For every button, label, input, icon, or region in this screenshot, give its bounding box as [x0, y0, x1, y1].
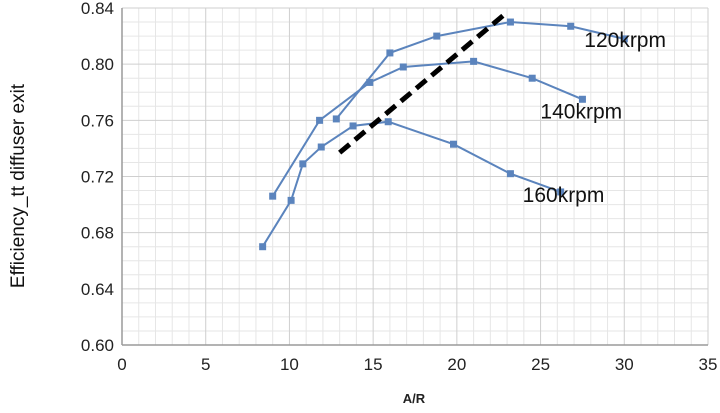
data-point [384, 118, 392, 126]
data-point [450, 140, 458, 148]
series-label-160krpm: 160krpm [523, 184, 605, 207]
y-tick-label: 0.68 [81, 224, 114, 243]
x-tick-label: 5 [201, 355, 210, 374]
y-tick-label: 0.80 [81, 55, 114, 74]
grid-lines [122, 7, 709, 345]
data-point [557, 188, 565, 196]
x-tick-label: 15 [364, 355, 383, 374]
y-axis-label: Efficiency_tt diffuser exit [8, 83, 29, 288]
data-point [332, 115, 340, 123]
series-layer [259, 18, 628, 251]
y-tick-label: 0.64 [81, 280, 114, 299]
data-point [567, 22, 575, 30]
series-label-140krpm: 140krpm [540, 100, 622, 123]
axes [121, 8, 708, 346]
data-point [506, 170, 514, 178]
x-tick-label: 25 [531, 355, 550, 374]
data-point [287, 196, 295, 204]
x-tick-label: 0 [117, 355, 126, 374]
x-axis-label: A/R [403, 391, 426, 406]
x-tick-label: 20 [447, 355, 466, 374]
data-point [578, 95, 586, 103]
x-tick-label: 30 [615, 355, 634, 374]
data-point [317, 143, 325, 151]
data-point [470, 57, 478, 65]
labels-layer: 0 5 10 15 20 25 30 35 0.60 0.64 0.68 0.72 0.76 0.80 0.… [81, 0, 718, 374]
x-tick-label: 10 [280, 355, 299, 374]
data-point [433, 32, 441, 40]
data-point [506, 18, 514, 26]
data-point [299, 160, 307, 168]
y-tick-label: 0.60 [81, 336, 114, 355]
trend-layer [338, 10, 509, 155]
trend-line-dashed [338, 10, 509, 155]
data-point [269, 192, 277, 200]
y-tick-label: 0.76 [81, 111, 114, 130]
y-tick-label: 0.84 [81, 0, 114, 18]
data-point [259, 243, 267, 251]
series-line-120krpm [335, 20, 625, 120]
y-tick-label: 0.72 [81, 168, 114, 187]
data-point [620, 35, 628, 43]
series-label-120krpm: 120krpm [584, 29, 666, 52]
data-point [528, 74, 536, 82]
data-point [399, 63, 407, 71]
data-point [316, 116, 324, 124]
data-point [366, 78, 374, 86]
x-tick-label: 35 [699, 355, 718, 374]
data-point [386, 49, 394, 57]
data-point [349, 122, 357, 130]
